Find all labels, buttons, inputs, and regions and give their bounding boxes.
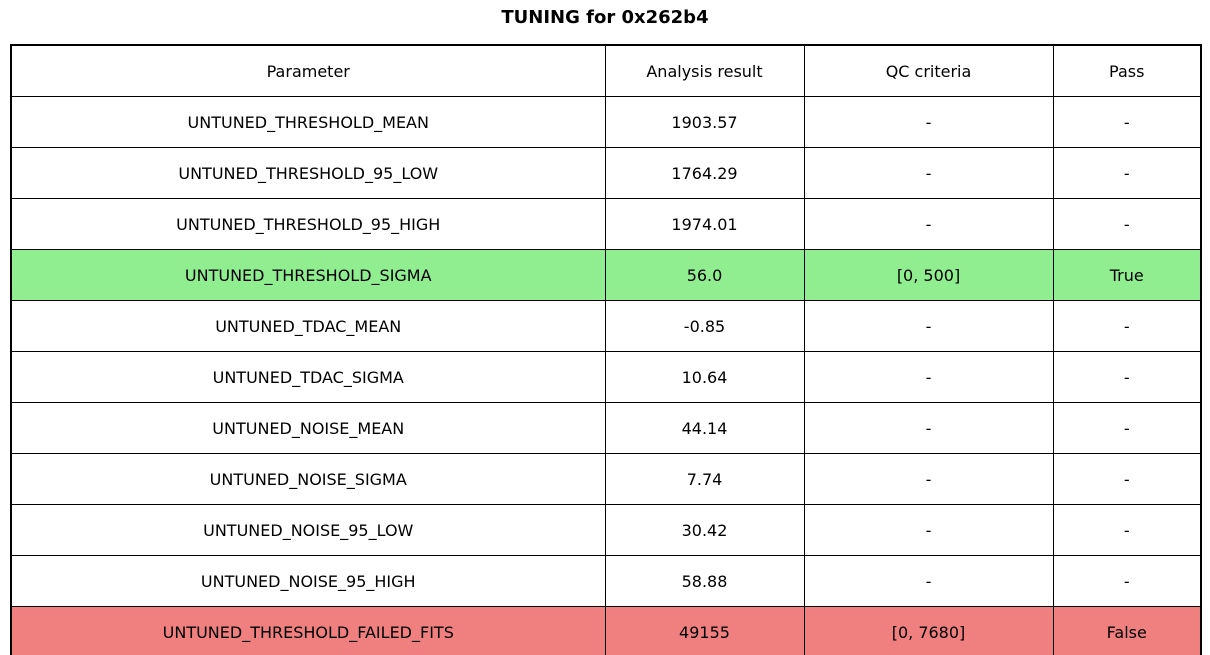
cell-qc-criteria: - xyxy=(803,555,1054,607)
cell-qc-criteria: - xyxy=(803,504,1054,556)
cell-pass: False xyxy=(1052,606,1202,655)
table-row: UNTUNED_NOISE_MEAN 44.14- - xyxy=(10,402,1202,454)
cell-analysis-result: 56.0 xyxy=(604,249,805,301)
cell-analysis-result: 1903.57 xyxy=(604,96,805,148)
cell-pass: - xyxy=(1052,96,1202,148)
table-row: UNTUNED_THRESHOLD_95_HIGH 1974.01- - xyxy=(10,198,1202,250)
table-row: UNTUNED_NOISE_95_HIGH 58.88- - xyxy=(10,555,1202,607)
cell-analysis-result: 30.42 xyxy=(604,504,805,556)
column-header-pass: Pass xyxy=(1052,44,1202,97)
table-row: UNTUNED_NOISE_SIGMA 7.74- - xyxy=(10,453,1202,505)
cell-qc-criteria: - xyxy=(803,96,1054,148)
cell-qc-criteria: - xyxy=(803,198,1054,250)
figure-title: TUNING for 0x262b4 xyxy=(501,7,709,28)
table-row: UNTUNED_THRESHOLD_MEAN 1903.57- - xyxy=(10,96,1202,148)
cell-analysis-result: 44.14 xyxy=(604,402,805,454)
header-row: Parameter Analysis result QC criteria Pa… xyxy=(10,44,1202,97)
cell-pass: - xyxy=(1052,198,1202,250)
cell-analysis-result: -0.85 xyxy=(604,300,805,352)
cell-parameter: UNTUNED_NOISE_MEAN xyxy=(10,402,606,454)
cell-pass: - xyxy=(1052,504,1202,556)
cell-parameter: UNTUNED_TDAC_MEAN xyxy=(10,300,606,352)
cell-qc-criteria: - xyxy=(803,453,1054,505)
table-row: UNTUNED_TDAC_MEAN -0.85- - xyxy=(10,300,1202,352)
cell-parameter: UNTUNED_THRESHOLD_SIGMA xyxy=(10,249,606,301)
table-row: UNTUNED_THRESHOLD_FAILED_FITS 49155 [0, 76… xyxy=(10,606,1202,655)
cell-parameter: UNTUNED_THRESHOLD_95_HIGH xyxy=(10,198,606,250)
table-row: UNTUNED_THRESHOLD_SIGMA 56.0 [0, 500] True xyxy=(10,249,1202,301)
cell-pass: - xyxy=(1052,351,1202,403)
table-row: UNTUNED_NOISE_95_LOW 30.42- - xyxy=(10,504,1202,556)
cell-qc-criteria: [0, 500] xyxy=(803,249,1054,301)
table-body: UNTUNED_THRESHOLD_MEAN 1903.57- - UNTUNED_T… xyxy=(10,96,1202,655)
tuning-qc-table: Parameter Analysis result QC criteria Pa… xyxy=(10,44,1202,655)
cell-parameter: UNTUNED_NOISE_95_LOW xyxy=(10,504,606,556)
cell-parameter: UNTUNED_THRESHOLD_FAILED_FITS xyxy=(10,606,606,655)
column-header-qc-criteria: QC criteria xyxy=(803,44,1054,97)
column-header-analysis-result: Analysis result xyxy=(604,44,805,97)
column-header-parameter: Parameter xyxy=(10,44,606,97)
cell-qc-criteria: - xyxy=(803,300,1054,352)
table-row: UNTUNED_TDAC_SIGMA 10.64- - xyxy=(10,351,1202,403)
cell-pass: - xyxy=(1052,147,1202,199)
cell-parameter: UNTUNED_THRESHOLD_MEAN xyxy=(10,96,606,148)
cell-parameter: UNTUNED_NOISE_95_HIGH xyxy=(10,555,606,607)
table-row: UNTUNED_THRESHOLD_95_LOW 1764.29- - xyxy=(10,147,1202,199)
cell-analysis-result: 10.64 xyxy=(604,351,805,403)
cell-qc-criteria: - xyxy=(803,402,1054,454)
cell-parameter: UNTUNED_TDAC_SIGMA xyxy=(10,351,606,403)
cell-qc-criteria: - xyxy=(803,351,1054,403)
cell-parameter: UNTUNED_NOISE_SIGMA xyxy=(10,453,606,505)
cell-analysis-result: 7.74 xyxy=(604,453,805,505)
cell-analysis-result: 1764.29 xyxy=(604,147,805,199)
cell-analysis-result: 49155 xyxy=(604,606,805,655)
cell-pass: - xyxy=(1052,555,1202,607)
cell-qc-criteria: [0, 7680] xyxy=(803,606,1054,655)
cell-pass: - xyxy=(1052,402,1202,454)
cell-analysis-result: 58.88 xyxy=(604,555,805,607)
cell-pass: - xyxy=(1052,300,1202,352)
cell-parameter: UNTUNED_THRESHOLD_95_LOW xyxy=(10,147,606,199)
cell-qc-criteria: - xyxy=(803,147,1054,199)
cell-analysis-result: 1974.01 xyxy=(604,198,805,250)
cell-pass: True xyxy=(1052,249,1202,301)
cell-pass: - xyxy=(1052,453,1202,505)
